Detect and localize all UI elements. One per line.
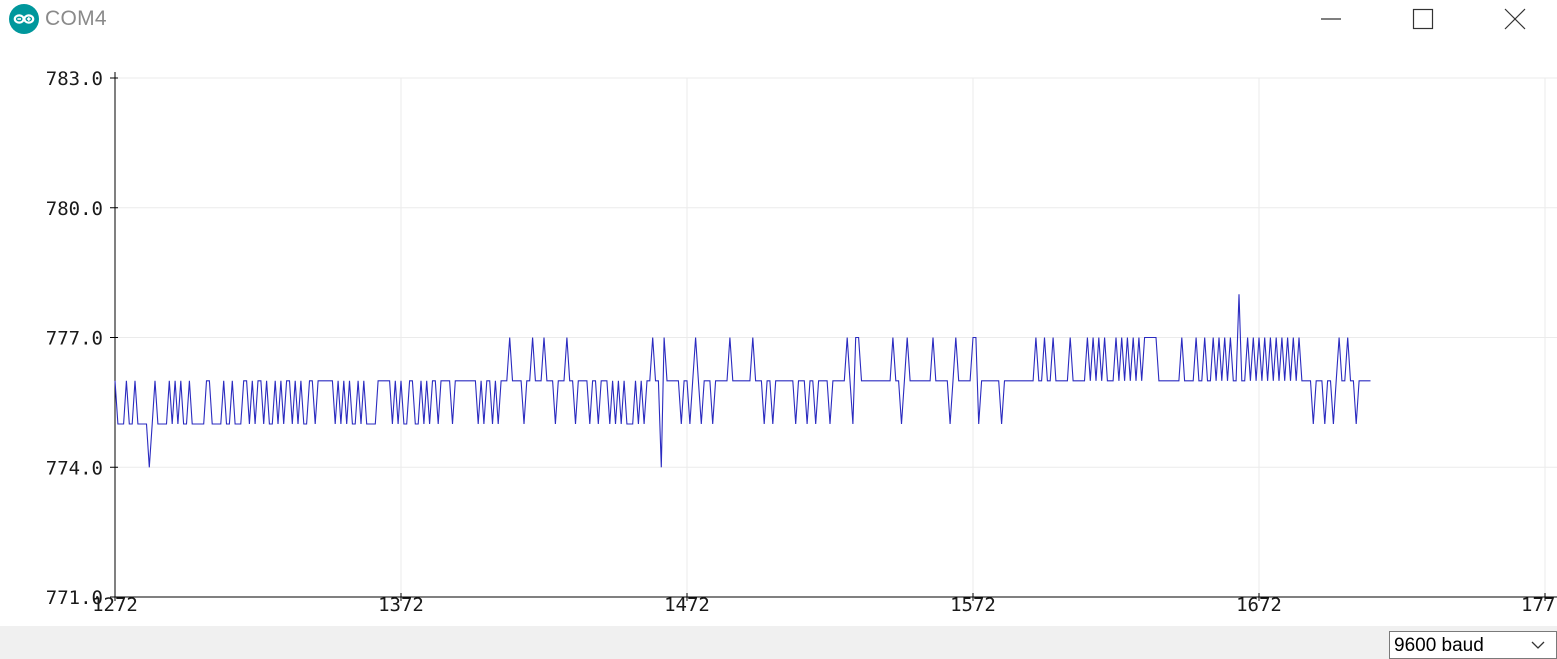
baud-rate-select[interactable]: 9600 baud: [1389, 631, 1557, 659]
series-layer: [115, 294, 1371, 467]
arduino-logo-icon: [9, 4, 39, 34]
x-tick-label: 1572: [950, 594, 996, 616]
window-title: COM4: [45, 7, 107, 31]
grid-lines: [115, 78, 1557, 597]
status-bar: 9600 baud: [0, 626, 1557, 659]
x-tick-label: 1472: [664, 594, 710, 616]
x-tick-label: 1272: [92, 594, 138, 616]
close-icon: [1504, 8, 1526, 30]
baud-rate-value: 9600 baud: [1394, 635, 1484, 657]
y-tick-label: 783.0: [46, 68, 103, 90]
x-tick-label: 1672: [1236, 594, 1282, 616]
y-tick-label: 777.0: [46, 328, 103, 350]
axis-ticks: [110, 78, 1545, 601]
x-tick-label: 1372: [378, 594, 424, 616]
title-bar: COM4: [0, 0, 1557, 38]
maximize-button[interactable]: [1376, 0, 1470, 38]
series-line: [115, 294, 1371, 467]
maximize-icon: [1412, 8, 1434, 30]
x-tick-label: 177: [1521, 594, 1555, 616]
minimize-icon: [1320, 8, 1342, 30]
axes: [115, 72, 1557, 597]
y-tick-label: 780.0: [46, 198, 103, 220]
close-button[interactable]: [1468, 0, 1557, 38]
minimize-button[interactable]: [1284, 0, 1378, 38]
chevron-down-icon: [1531, 640, 1545, 650]
y-tick-label: 774.0: [46, 457, 103, 479]
